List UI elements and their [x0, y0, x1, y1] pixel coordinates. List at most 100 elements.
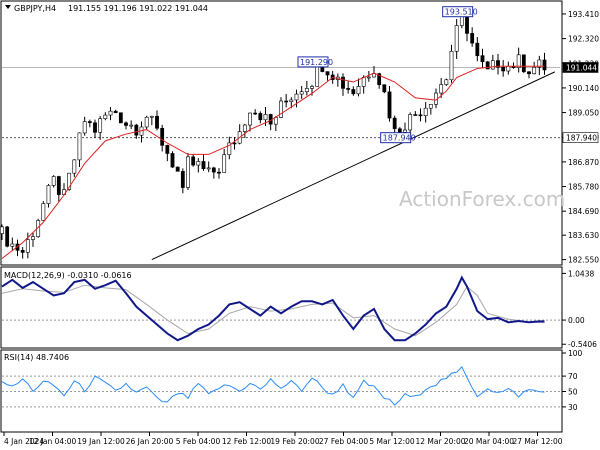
- candle-body: [273, 117, 278, 125]
- candle-body: [361, 77, 366, 87]
- candle-body: [41, 203, 46, 221]
- candle-body: [118, 112, 123, 124]
- price-panel-frame: [0, 0, 563, 266]
- candle-body: [449, 50, 454, 81]
- axis-layer: 193.410192.320191.230190.140189.050187.9…: [3, 10, 599, 446]
- x-tick-label: 12 Mar 20:00: [415, 437, 465, 446]
- candle-body: [382, 84, 387, 93]
- candle-body: [5, 226, 10, 247]
- candle-body: [537, 59, 542, 68]
- candle-body: [444, 79, 449, 85]
- candle-body: [108, 110, 113, 116]
- candle-body: [423, 107, 428, 116]
- candle-body: [475, 42, 480, 56]
- candle-body: [377, 73, 382, 85]
- candle-body: [56, 176, 61, 195]
- candle-body: [253, 112, 258, 115]
- candle-body: [20, 249, 25, 253]
- price-y-tick-label: 190.140: [568, 84, 599, 93]
- candle-body: [103, 114, 108, 119]
- x-tick-label: 27 Mar 12:00: [512, 437, 562, 446]
- candle-body: [258, 113, 263, 121]
- candle-body: [67, 172, 72, 190]
- candle-body: [516, 54, 521, 68]
- candle-body: [113, 110, 118, 114]
- price-y-tick-label: 183.630: [568, 231, 599, 240]
- candle-body: [532, 67, 537, 75]
- candle-body: [356, 86, 361, 95]
- macd-line: [1, 275, 545, 342]
- candle-body: [408, 114, 413, 131]
- candle-body: [527, 71, 531, 75]
- candle-body: [31, 236, 35, 240]
- candle-body: [144, 116, 149, 128]
- candle-body: [51, 176, 56, 186]
- candle-body: [289, 99, 294, 102]
- candle-body: [25, 239, 30, 253]
- candle-body: [211, 167, 216, 173]
- x-tick-label: 12 Jan 04:00: [29, 437, 77, 446]
- candle-body: [149, 115, 154, 118]
- support-price-tag: [562, 132, 599, 143]
- price-y-tick-label: 189.050: [568, 109, 599, 118]
- candle-body: [201, 161, 206, 170]
- candle-body: [470, 33, 475, 44]
- candle-body: [134, 124, 139, 136]
- x-tick-label: 20 Mar 04:00: [464, 437, 514, 446]
- candle-body: [227, 142, 232, 156]
- x-tick-label: 5 Feb 04:00: [176, 437, 221, 446]
- x-tick-label: 26 Jan 20:00: [126, 437, 174, 446]
- price-layer: 193.510 191.290 187.940: [0, 6, 560, 261]
- support-price-tag-label: 187.940: [566, 134, 597, 143]
- annotation-label: 191.290: [300, 58, 333, 67]
- candle-body: [180, 171, 185, 188]
- collapse-triangle-icon[interactable]: [5, 5, 11, 9]
- candle-body: [320, 66, 325, 72]
- moving-average-line: [1, 65, 545, 259]
- candle-body: [310, 86, 314, 89]
- candle-body: [196, 161, 201, 166]
- candle-body: [155, 115, 159, 129]
- candle-body: [98, 118, 103, 133]
- price-quote: 191.155 191.196 191.022 191.044: [68, 4, 208, 13]
- candle-body: [284, 100, 289, 103]
- rsi-y-tick-label: 100: [568, 349, 583, 358]
- candle-body: [165, 145, 170, 154]
- candle-body: [428, 104, 433, 109]
- price-y-tick-label: 184.690: [568, 207, 599, 216]
- candle-body: [129, 124, 134, 127]
- price-y-tick-label: 185.780: [568, 183, 599, 192]
- rsi-y-tick-label: 50: [568, 388, 578, 397]
- candle-body: [418, 114, 423, 117]
- price-y-tick-label: 192.320: [568, 35, 599, 44]
- candle-body: [542, 59, 547, 71]
- candle-body: [501, 66, 506, 72]
- candle-body: [170, 153, 175, 168]
- candle-body: [206, 167, 211, 170]
- candle-body: [439, 84, 444, 94]
- close-price-tag-label: 191.044: [566, 63, 597, 72]
- annotation-box: [297, 56, 329, 68]
- candle-body: [46, 185, 51, 204]
- candle-body: [186, 156, 190, 188]
- candle-body: [351, 89, 356, 95]
- annotation-box: [380, 132, 412, 144]
- candle-body: [480, 55, 485, 63]
- candle-body: [77, 132, 82, 161]
- candle-body: [366, 76, 371, 79]
- candle-body: [93, 122, 97, 133]
- candle-body: [490, 60, 495, 70]
- rsi-layer: [1, 366, 560, 408]
- price-y-tick-label: 182.550: [568, 256, 599, 265]
- candle-body: [222, 154, 227, 173]
- price-title: GBPJPY,H4: [14, 4, 56, 13]
- x-tick-label: 19 Feb 20:00: [270, 437, 319, 446]
- macd-title: MACD(12,26,9) -0.0310 -0.0616: [4, 271, 132, 280]
- candle-body: [160, 127, 165, 146]
- price-y-tick-label: 193.410: [568, 10, 599, 19]
- annotation-label: 193.510: [445, 8, 478, 17]
- candle-body: [10, 243, 15, 247]
- annotation-box: [442, 6, 474, 18]
- candle-body: [454, 25, 459, 52]
